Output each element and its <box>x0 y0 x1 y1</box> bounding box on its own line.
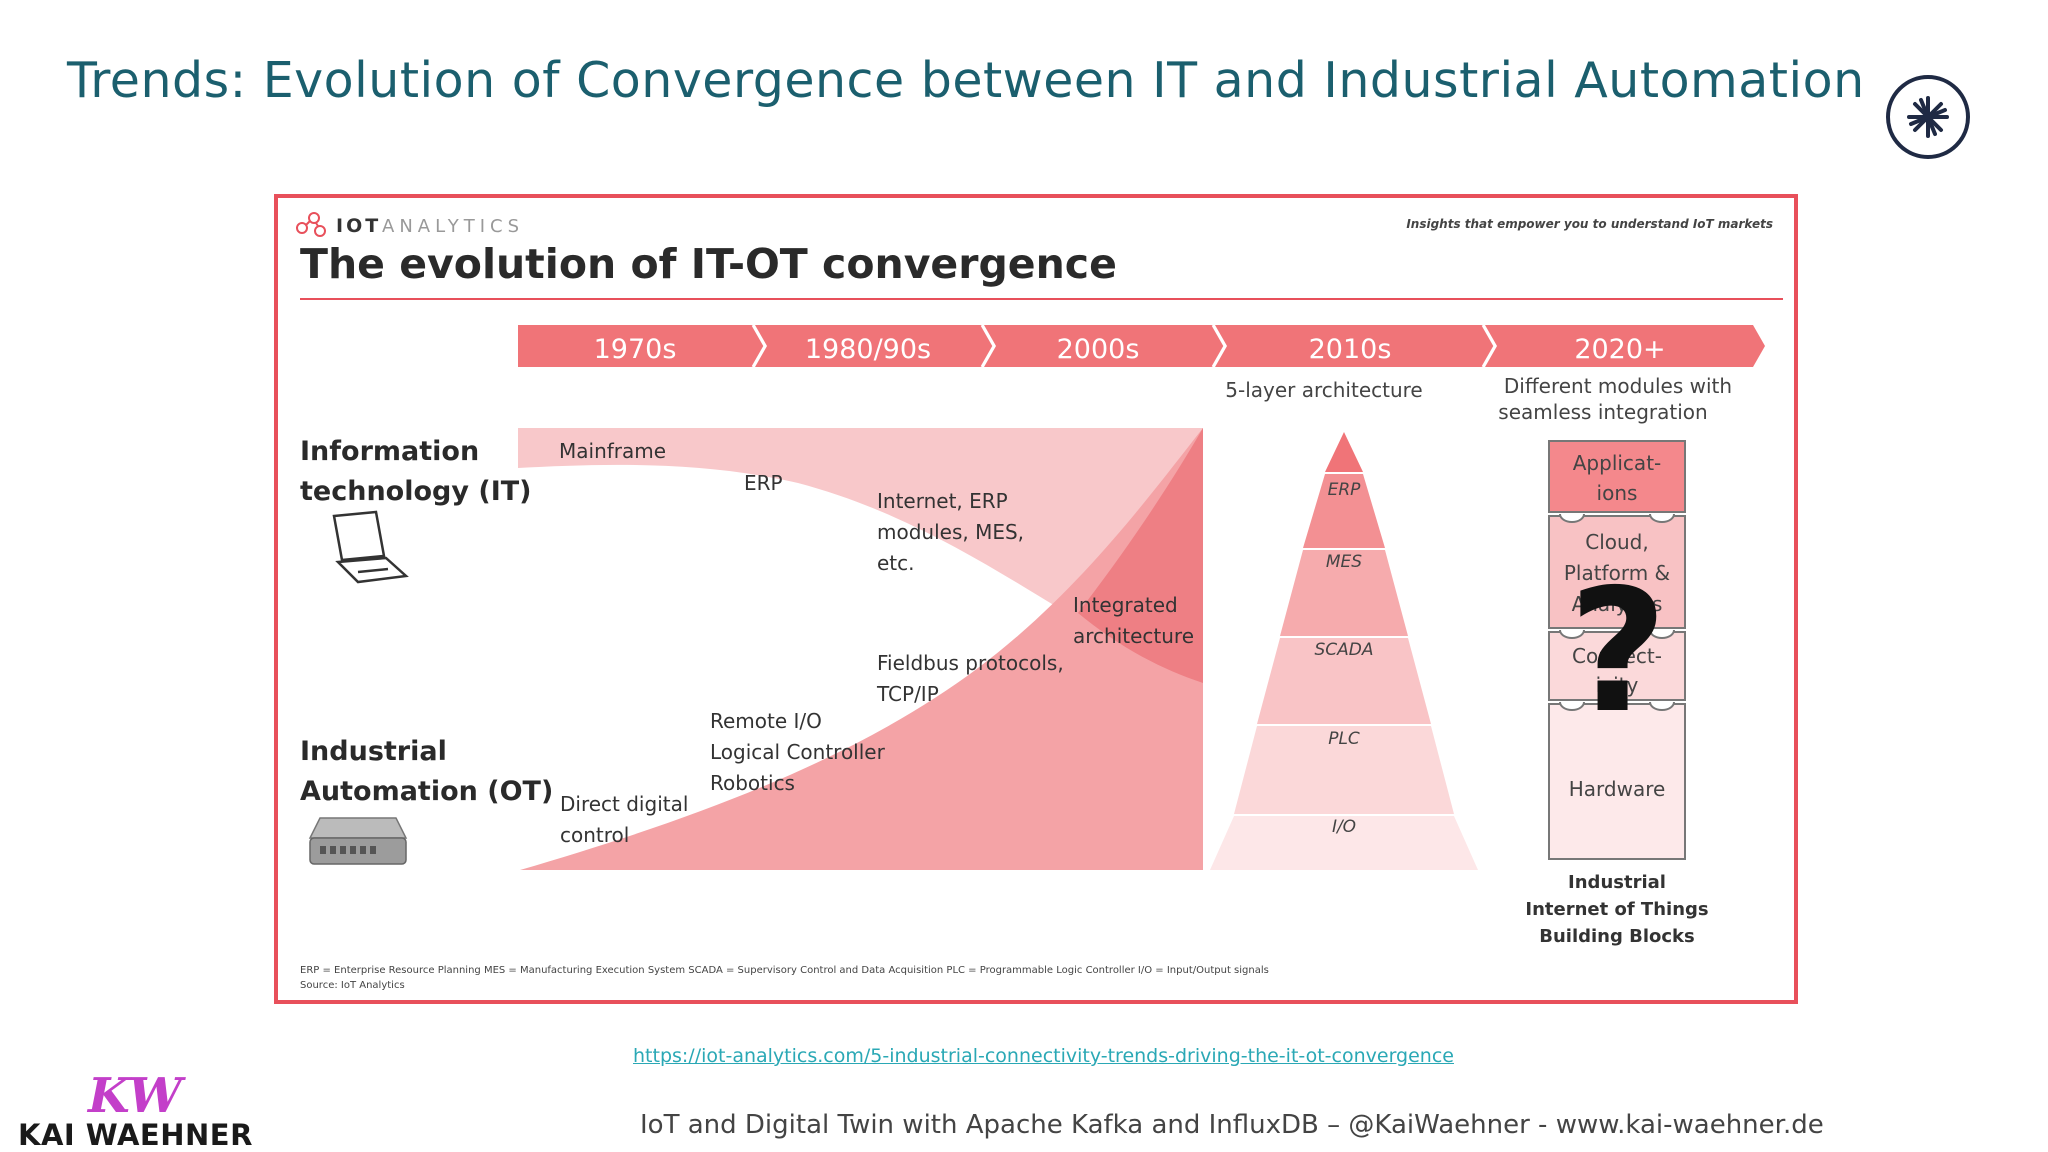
it-label-line1: Information <box>300 436 479 467</box>
brand-mark: KW <box>86 1068 186 1124</box>
era-label: 2000s <box>1057 334 1140 365</box>
it-item-erp: ERP <box>744 471 783 495</box>
ot-item-robotics: Robotics <box>710 771 795 795</box>
era-arrow-1980s <box>755 325 994 367</box>
ot-item-logical-controller: Logical Controller <box>710 740 886 764</box>
slide-title: Trends: Evolution of Convergence between… <box>67 52 1865 109</box>
figure-source: Source: IoT Analytics <box>300 980 405 991</box>
iot-analytics-logo-icon <box>296 212 326 237</box>
ot-item-ddc-line2: control <box>560 823 629 847</box>
network-switch-icon <box>308 817 408 865</box>
figure-tagline: Insights that empower you to understand … <box>1406 217 1773 231</box>
ot-item-fieldbus-line2: TCP/IP <box>876 682 939 706</box>
ot-label-line1: Industrial <box>300 736 447 767</box>
block-applications <box>1548 440 1686 513</box>
slide-footer: IoT and Digital Twin with Apache Kafka a… <box>640 1110 1824 1140</box>
ot-label-line2: Automation (OT) <box>300 776 553 807</box>
era-note-2020-line1: Different modules with <box>1504 374 1732 398</box>
iiot-caption-line2: Internet of Things <box>1525 899 1708 920</box>
it-ot-convergence-figure: IOT ANALYTICS Insights that empower you … <box>274 194 1798 1004</box>
figure-footnote: ERP = Enterprise Resource Planning MES =… <box>300 965 1269 976</box>
era-arrow-2000s <box>984 325 1225 367</box>
pyramid-layer-mes: MES <box>1326 552 1362 572</box>
brand-name: KAI WAEHNER <box>18 1118 253 1152</box>
ot-band <box>520 428 1203 870</box>
five-layer-pyramid <box>1210 432 1478 870</box>
block-connectivity-line2: ivity <box>1596 673 1639 697</box>
figure-canvas: IOT ANALYTICS Insights that empower you … <box>296 212 1783 991</box>
integrated-line1: Integrated <box>1073 593 1178 617</box>
it-band <box>518 428 1203 683</box>
block-applications-line1: Applicat- <box>1573 451 1662 475</box>
convergence-overlap <box>1078 428 1203 870</box>
block-hardware-label: Hardware <box>1569 777 1666 801</box>
block-hardware <box>1548 703 1686 860</box>
block-applications-line2: ions <box>1597 481 1638 505</box>
figure-title: The evolution of IT-OT convergence <box>300 240 1117 288</box>
ot-item-remote-io: Remote I/O <box>710 709 822 733</box>
block-cloud-line2: Platform & <box>1564 561 1670 585</box>
era-label: 2020+ <box>1574 334 1665 365</box>
iiot-caption-line1: Industrial <box>1568 872 1666 893</box>
era-note-2010s: 5-layer architecture <box>1225 378 1423 402</box>
it-item-internet-line2: modules, MES, <box>877 520 1024 544</box>
publisher-name: IOT <box>336 215 381 237</box>
confluent-logo-icon <box>1886 75 1970 159</box>
pyramid-layer-scada: SCADA <box>1314 640 1373 660</box>
it-item-internet-line1: Internet, ERP <box>877 489 1008 513</box>
question-mark-icon: ? <box>1569 553 1668 751</box>
ot-item-fieldbus-line1: Fieldbus protocols, <box>877 651 1064 675</box>
it-item-internet-line3: etc. <box>877 551 915 575</box>
pyramid-layer-plc: PLC <box>1328 729 1360 749</box>
ot-item-ddc-line1: Direct digital <box>560 792 688 816</box>
pyramid-layer-erp: ERP <box>1328 480 1362 500</box>
iiot-caption-line3: Building Blocks <box>1539 926 1695 947</box>
era-label: 2010s <box>1309 334 1392 365</box>
publisher-suffix: ANALYTICS <box>382 216 524 237</box>
iiot-building-blocks <box>1548 440 1686 860</box>
block-cloud-line3: Analytics <box>1572 592 1663 616</box>
it-label-line2: technology (IT) <box>300 476 532 507</box>
laptop-icon <box>332 510 409 584</box>
source-link[interactable]: https://iot-analytics.com/5-industrial-c… <box>633 1045 1454 1067</box>
integrated-line2: architecture <box>1073 624 1194 648</box>
block-cloud-line1: Cloud, <box>1585 530 1649 554</box>
era-arrow-2010s <box>1215 325 1495 367</box>
era-arrow-2020s <box>1485 325 1765 367</box>
era-label: 1980/90s <box>805 334 931 365</box>
era-timeline: 1970s 1980/90s 2000s 2010s 2020+ <box>518 324 1765 368</box>
block-connectivity-line1: Connect- <box>1572 644 1662 668</box>
era-arrow-1970s <box>518 325 765 367</box>
pyramid-layer-io: I/O <box>1332 817 1356 837</box>
block-connectivity <box>1548 631 1686 701</box>
kai-waehner-logo-icon: KW <box>86 1068 186 1124</box>
it-item-mainframe: Mainframe <box>559 439 666 463</box>
era-label: 1970s <box>594 334 677 365</box>
era-note-2020-line2: seamless integration <box>1498 400 1707 424</box>
block-cloud <box>1548 515 1686 629</box>
